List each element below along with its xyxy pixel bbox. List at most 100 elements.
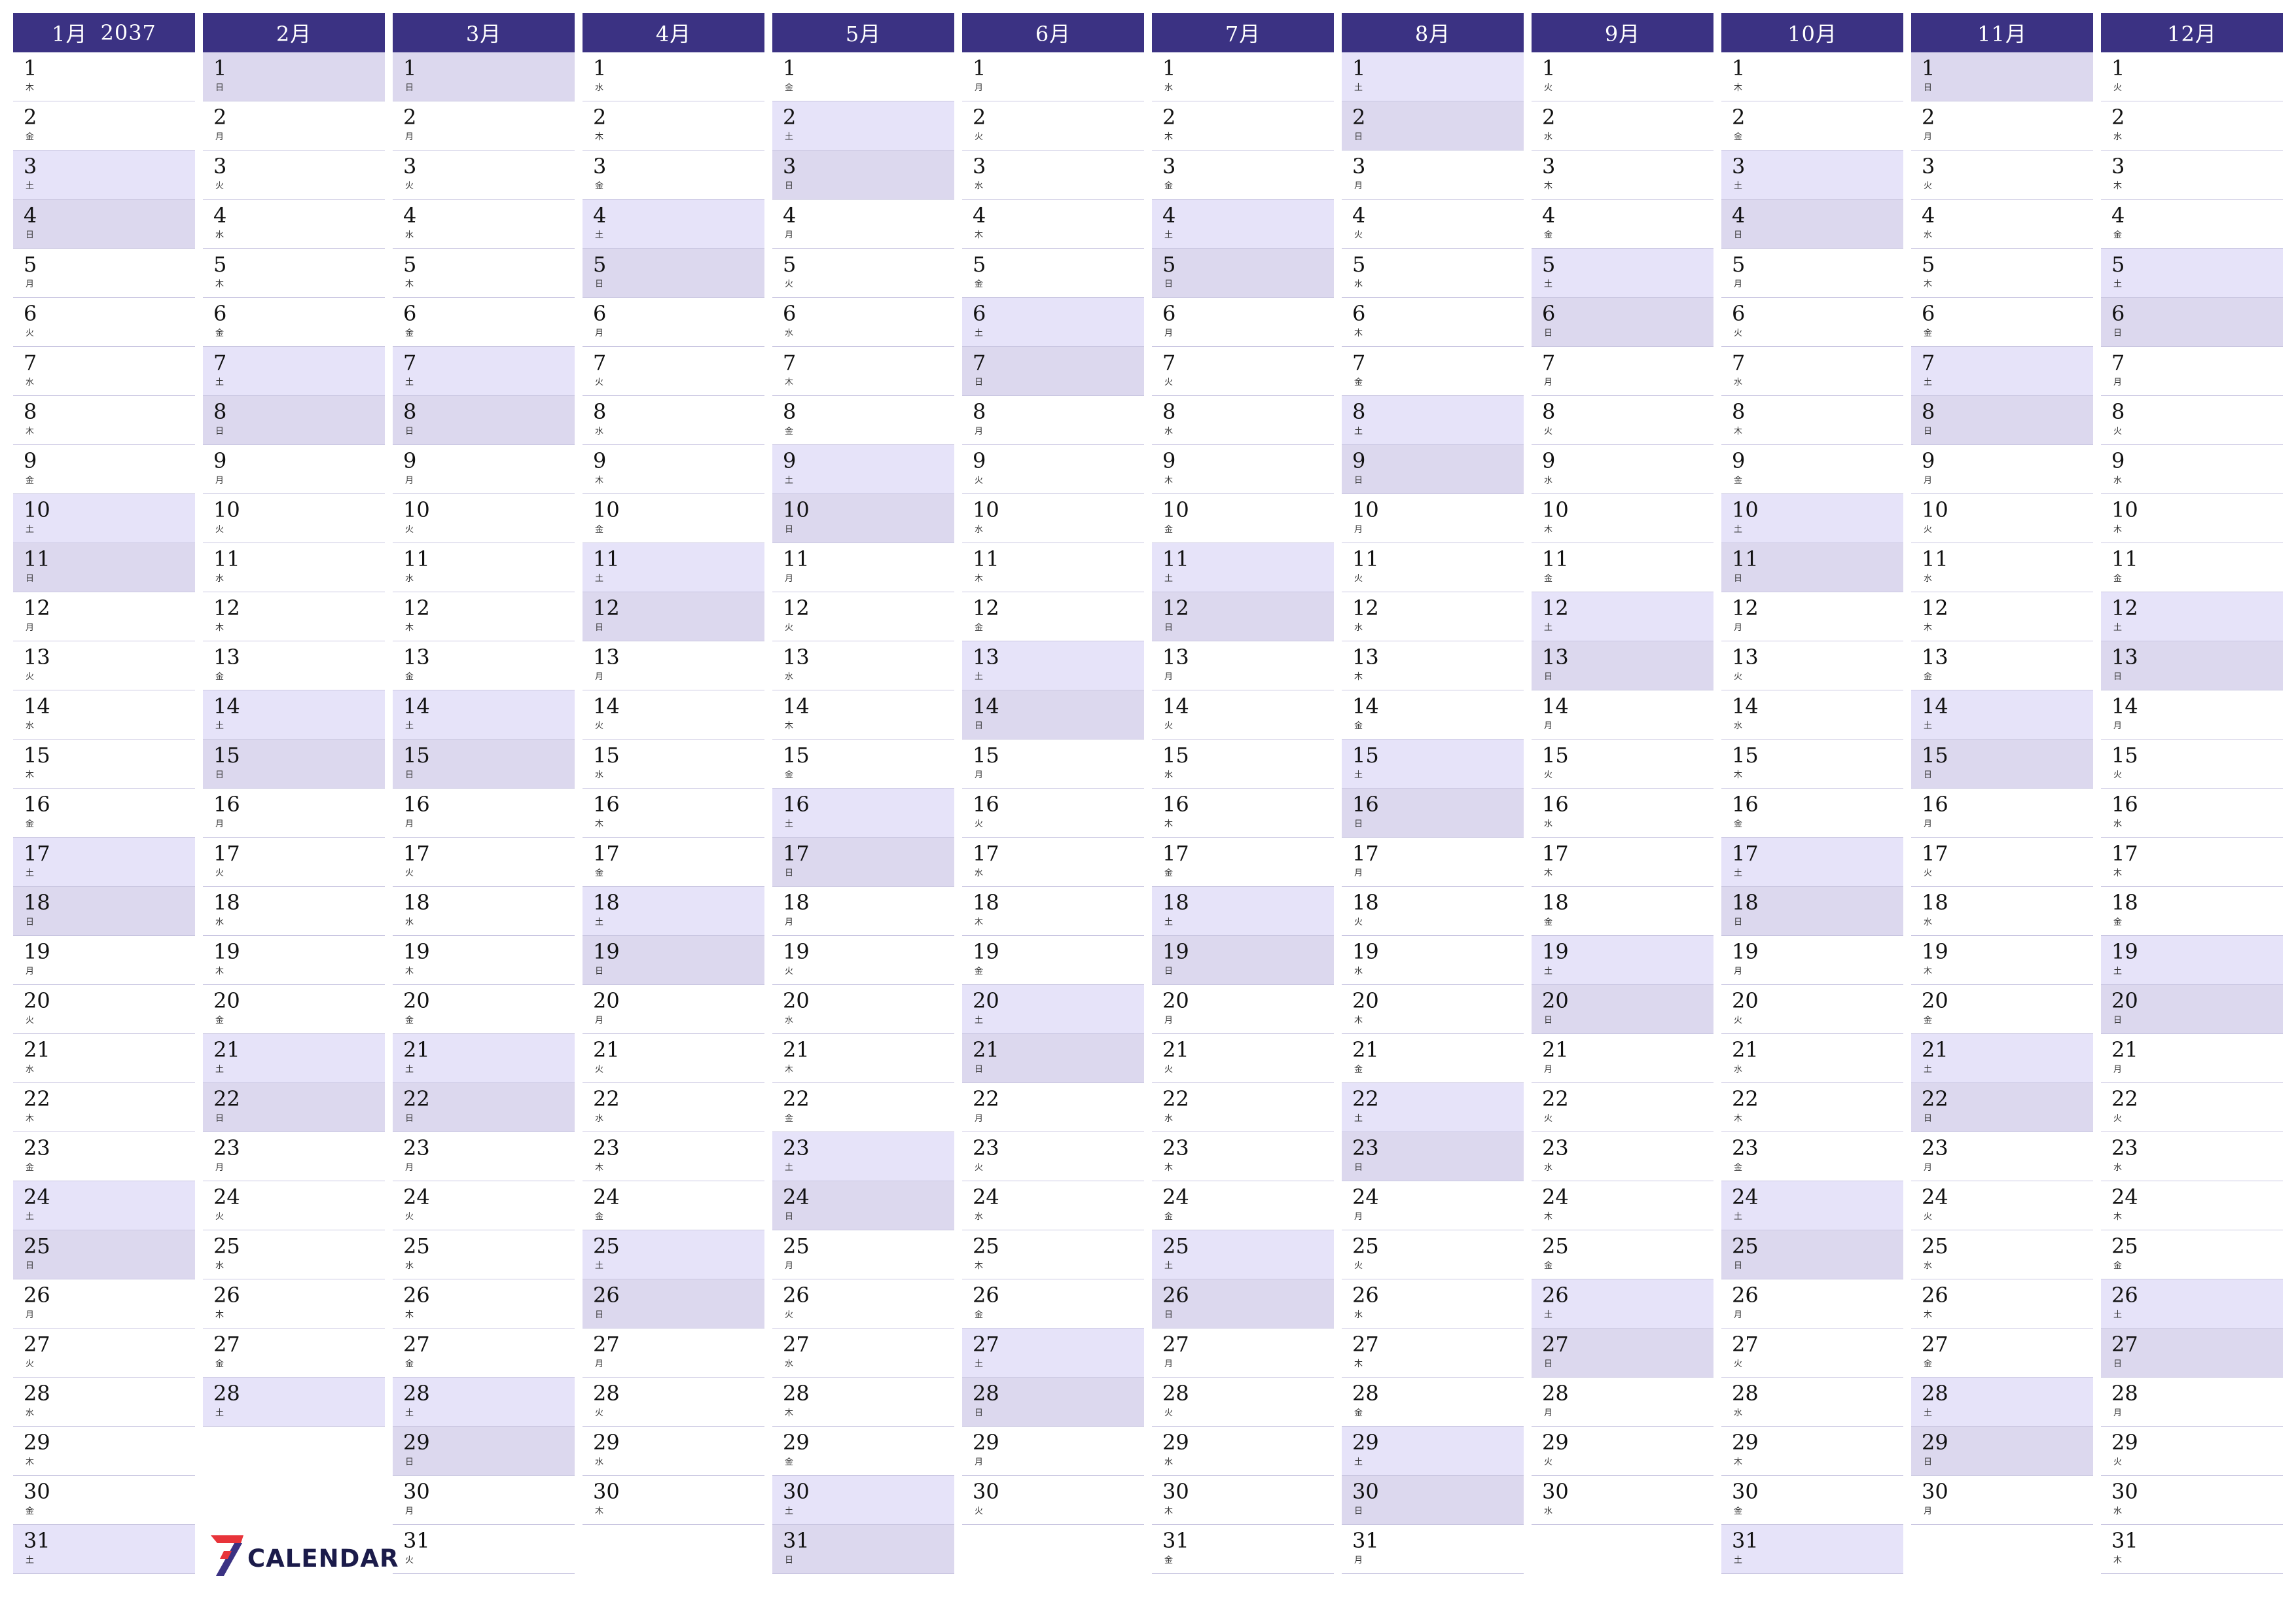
day-cell[interactable]: 25 水 <box>393 1230 575 1279</box>
day-cell[interactable]: 20 金 <box>203 985 385 1034</box>
day-cell[interactable]: 27 日 <box>2101 1329 2283 1378</box>
day-cell[interactable]: 24 金 <box>583 1181 764 1230</box>
day-cell[interactable]: 11 金 <box>2101 543 2283 592</box>
day-cell[interactable]: 16 月 <box>393 789 575 838</box>
day-cell[interactable]: 16 金 <box>1721 789 1903 838</box>
day-cell[interactable]: 31 日 <box>772 1525 954 1574</box>
day-cell[interactable]: 25 日 <box>13 1230 195 1279</box>
day-cell[interactable]: 26 木 <box>1911 1279 2093 1329</box>
day-cell[interactable]: 28 土 <box>203 1378 385 1427</box>
day-cell[interactable]: 25 日 <box>1721 1230 1903 1279</box>
day-cell[interactable]: 11 水 <box>203 543 385 592</box>
day-cell[interactable]: 20 火 <box>1721 985 1903 1034</box>
day-cell[interactable]: 21 火 <box>583 1034 764 1083</box>
day-cell[interactable]: 10 火 <box>1911 494 2093 543</box>
day-cell[interactable]: 19 月 <box>13 936 195 985</box>
day-cell[interactable]: 27 火 <box>13 1329 195 1378</box>
day-cell[interactable]: 21 土 <box>393 1034 575 1083</box>
day-cell[interactable]: 14 土 <box>203 690 385 740</box>
day-cell[interactable]: 31 火 <box>393 1525 575 1574</box>
day-cell[interactable]: 28 月 <box>1532 1378 1713 1427</box>
day-cell[interactable]: 31 土 <box>13 1525 195 1574</box>
day-cell[interactable]: 18 木 <box>962 887 1144 936</box>
day-cell[interactable]: 20 日 <box>2101 985 2283 1034</box>
day-cell[interactable]: 25 水 <box>203 1230 385 1279</box>
day-cell[interactable]: 26 火 <box>772 1279 954 1329</box>
day-cell[interactable]: 24 土 <box>13 1181 195 1230</box>
day-cell[interactable]: 23 水 <box>2101 1132 2283 1181</box>
day-cell[interactable]: 15 日 <box>393 740 575 789</box>
day-cell[interactable]: 19 日 <box>583 936 764 985</box>
day-cell[interactable]: 23 金 <box>13 1132 195 1181</box>
day-cell[interactable]: 11 水 <box>1911 543 2093 592</box>
day-cell[interactable]: 17 日 <box>772 838 954 887</box>
day-cell[interactable]: 13 金 <box>203 641 385 690</box>
day-cell[interactable]: 16 金 <box>13 789 195 838</box>
day-cell[interactable]: 22 土 <box>1342 1083 1524 1132</box>
day-cell[interactable]: 20 木 <box>1342 985 1524 1034</box>
day-cell[interactable]: 12 月 <box>1721 592 1903 641</box>
day-cell[interactable]: 15 日 <box>203 740 385 789</box>
day-cell[interactable]: 17 土 <box>13 838 195 887</box>
day-cell[interactable]: 20 月 <box>1152 985 1334 1034</box>
day-cell[interactable]: 21 火 <box>1152 1034 1334 1083</box>
day-cell[interactable]: 30 木 <box>1152 1476 1334 1525</box>
day-cell[interactable]: 19 金 <box>962 936 1144 985</box>
day-cell[interactable]: 17 水 <box>962 838 1144 887</box>
day-cell[interactable]: 28 日 <box>962 1378 1144 1427</box>
day-cell[interactable]: 10 木 <box>2101 494 2283 543</box>
day-cell[interactable]: 18 水 <box>203 887 385 936</box>
day-cell[interactable]: 10 火 <box>203 494 385 543</box>
day-cell[interactable]: 20 水 <box>772 985 954 1034</box>
day-cell[interactable]: 14 土 <box>1911 690 2093 740</box>
day-cell[interactable]: 17 火 <box>203 838 385 887</box>
day-cell[interactable]: 14 月 <box>1532 690 1713 740</box>
day-cell[interactable]: 29 水 <box>583 1427 764 1476</box>
day-cell[interactable]: 14 水 <box>13 690 195 740</box>
day-cell[interactable]: 29 土 <box>1342 1427 1524 1476</box>
day-cell[interactable]: 24 土 <box>1721 1181 1903 1230</box>
day-cell[interactable]: 30 水 <box>1532 1476 1713 1525</box>
day-cell[interactable]: 13 金 <box>393 641 575 690</box>
day-cell[interactable]: 12 日 <box>583 592 764 641</box>
day-cell[interactable]: 28 金 <box>1342 1378 1524 1427</box>
day-cell[interactable]: 14 木 <box>772 690 954 740</box>
day-cell[interactable]: 30 月 <box>1911 1476 2093 1525</box>
day-cell[interactable]: 22 水 <box>1152 1083 1334 1132</box>
day-cell[interactable]: 13 木 <box>1342 641 1524 690</box>
day-cell[interactable]: 29 火 <box>2101 1427 2283 1476</box>
day-cell[interactable]: 15 日 <box>1911 740 2093 789</box>
day-cell[interactable]: 25 木 <box>962 1230 1144 1279</box>
day-cell[interactable]: 28 火 <box>1152 1378 1334 1427</box>
day-cell[interactable]: 13 金 <box>1911 641 2093 690</box>
day-cell[interactable]: 19 火 <box>772 936 954 985</box>
day-cell[interactable]: 14 水 <box>1721 690 1903 740</box>
day-cell[interactable]: 10 日 <box>772 494 954 543</box>
day-cell[interactable]: 14 火 <box>1152 690 1334 740</box>
day-cell[interactable]: 30 月 <box>393 1476 575 1525</box>
